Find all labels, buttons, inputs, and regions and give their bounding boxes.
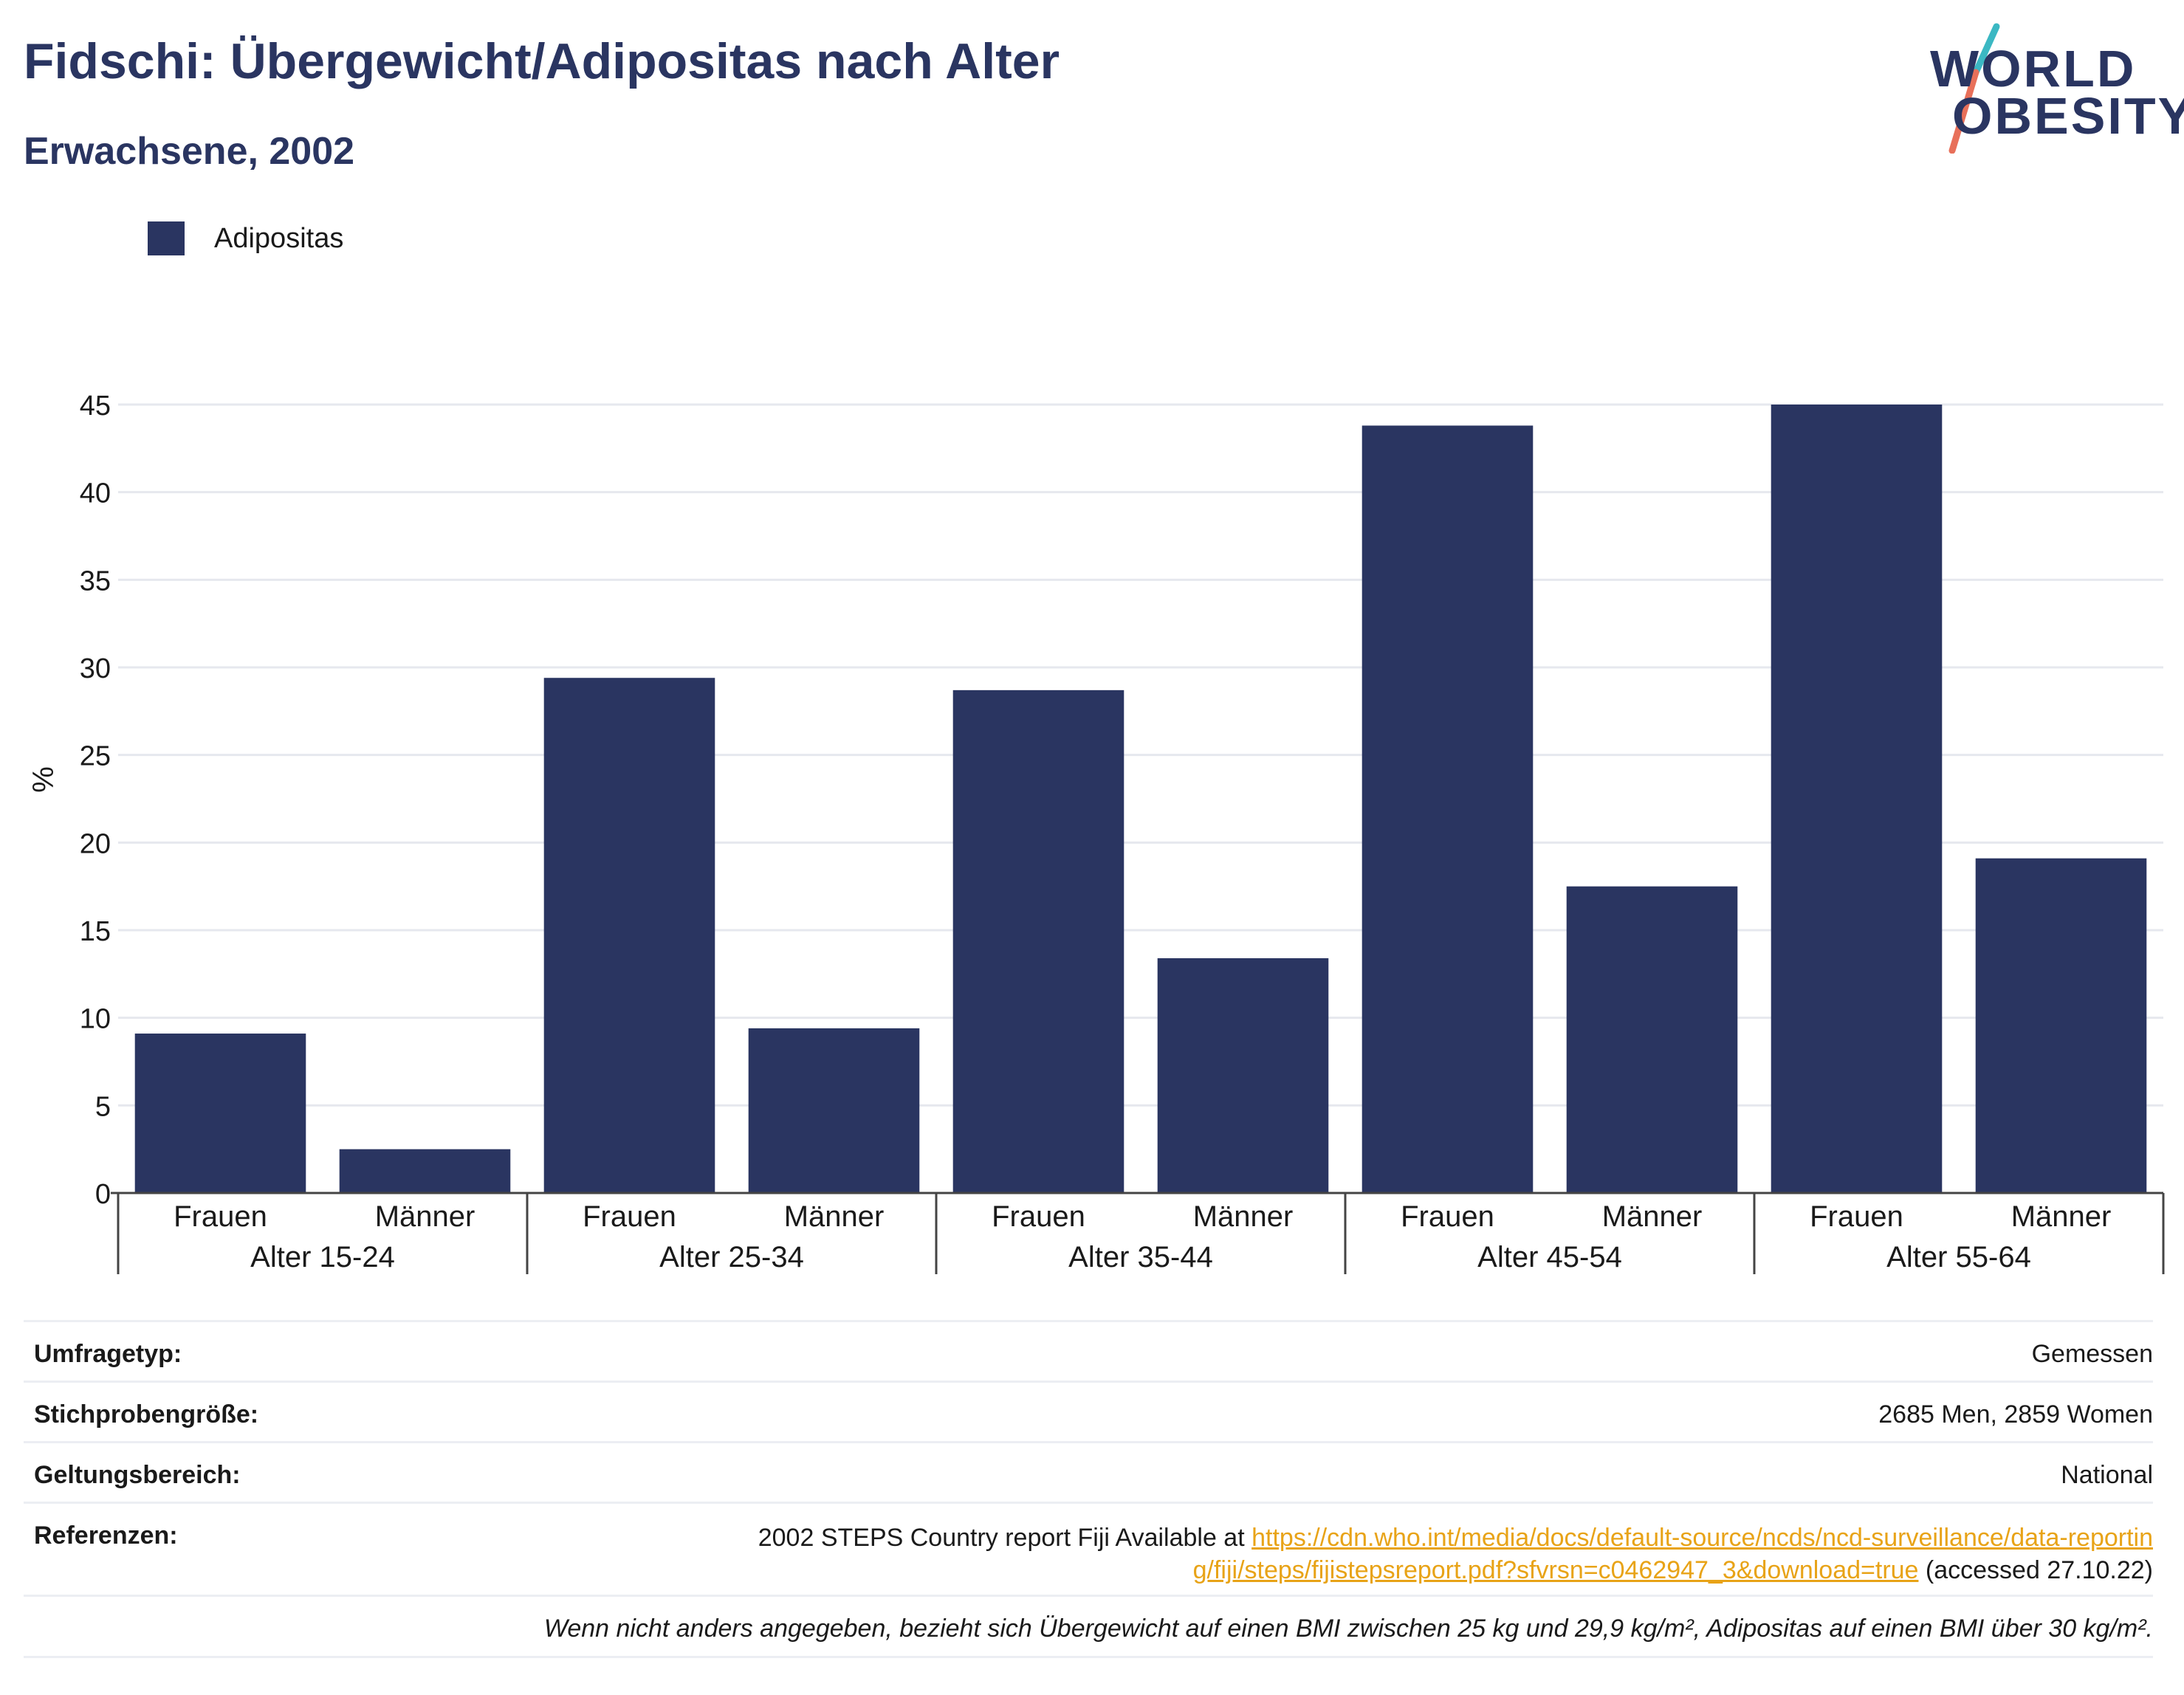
references-text-after: (accessed 27.10.22) <box>1918 1556 2153 1584</box>
bar <box>952 690 1124 1193</box>
chart-subtitle: Erwachsene, 2002 <box>24 130 355 173</box>
references-link[interactable]: https://cdn.who.int/media/docs/default-s… <box>1192 1524 2153 1584</box>
bar <box>748 1028 920 1193</box>
world-obesity-logo: WORLD OBESITY <box>1930 21 2184 154</box>
logo-slash-icon <box>1948 23 2000 154</box>
info-row-sample-size: Stichprobengröße: 2685 Men, 2859 Women <box>24 1381 2153 1441</box>
references-text-before: 2002 STEPS Country report Fiji Available… <box>758 1524 1252 1552</box>
y-tick-label: 30 <box>80 653 111 684</box>
y-tick-label: 20 <box>80 828 111 859</box>
info-row-references: Referenzen: 2002 STEPS Country report Fi… <box>24 1502 2153 1595</box>
y-tick-label: 15 <box>80 916 111 947</box>
info-row-note: Wenn nicht anders angegeben, bezieht sic… <box>24 1595 2153 1658</box>
x-subcategory-label: Männer <box>1602 1200 1703 1233</box>
references-label: Referenzen: <box>34 1522 178 1550</box>
x-group-label: Alter 25-34 <box>659 1241 804 1273</box>
x-subcategory-label: Männer <box>784 1200 885 1233</box>
legend-label: Adipositas <box>214 222 344 254</box>
x-subcategory-label: Männer <box>2011 1200 2112 1233</box>
info-row-survey-type: Umfragetyp: Gemessen <box>24 1320 2153 1381</box>
y-tick-label: 45 <box>80 391 111 422</box>
bar-chart: 0 5 10 15 20 25 30 35 40 45% Frauen Männer Alter 15-… <box>27 391 2165 1274</box>
y-tick-label: 10 <box>80 1004 111 1035</box>
info-row-scope: Geltungsbereich: National <box>24 1441 2153 1502</box>
logo-word-world: WORLD <box>1930 40 2137 97</box>
bar <box>134 1034 306 1193</box>
survey-type-value: Gemessen <box>2031 1340 2153 1368</box>
x-subcategory-label: Männer <box>1193 1200 1294 1233</box>
scope-value: National <box>2061 1461 2153 1489</box>
x-subcategory-label: Frauen <box>174 1200 267 1233</box>
x-group-label: Alter 45-54 <box>1477 1241 1622 1273</box>
x-group-label: Alter 55-64 <box>1886 1241 2031 1273</box>
x-group-label: Alter 15-24 <box>250 1241 395 1273</box>
y-tick-label: 40 <box>80 478 111 509</box>
bar <box>1975 858 2147 1193</box>
sample-size-value: 2685 Men, 2859 Women <box>1878 1400 2153 1428</box>
x-subcategory-label: Frauen <box>1810 1200 1903 1233</box>
sample-size-label: Stichprobengröße: <box>34 1400 259 1428</box>
logo-word-obesity: OBESITY <box>1952 87 2184 145</box>
y-tick-label: 0 <box>95 1179 111 1210</box>
legend-swatch <box>148 221 185 255</box>
chart-legend: Adipositas <box>148 220 343 257</box>
y-tick-label: 25 <box>80 741 111 772</box>
bar <box>339 1149 511 1193</box>
x-group-label: Alter 35-44 <box>1068 1241 1213 1273</box>
bar <box>1157 957 1329 1193</box>
y-tick-label: 35 <box>80 565 111 596</box>
references-value: 2002 STEPS Country report Fiji Available… <box>750 1522 2153 1586</box>
x-subcategory-label: Männer <box>375 1200 475 1233</box>
bar <box>1771 405 1943 1193</box>
bar <box>1361 425 1534 1193</box>
bar <box>1566 886 1738 1193</box>
chart-title: Fidschi: Übergewicht/Adipositas nach Alt… <box>24 33 1060 89</box>
bmi-note: Wenn nicht anders angegeben, bezieht sic… <box>543 1615 2153 1643</box>
y-axis-label: % <box>27 766 60 793</box>
x-subcategory-label: Frauen <box>992 1200 1085 1233</box>
survey-type-label: Umfragetyp: <box>34 1340 182 1368</box>
x-subcategory-label: Frauen <box>1401 1200 1494 1233</box>
y-tick-label: 5 <box>95 1091 111 1122</box>
scope-label: Geltungsbereich: <box>34 1461 241 1489</box>
info-table: Umfragetyp: Gemessen Stichprobengröße: 2… <box>24 1320 2153 1658</box>
x-subcategory-label: Frauen <box>583 1200 676 1233</box>
bar <box>543 678 715 1193</box>
